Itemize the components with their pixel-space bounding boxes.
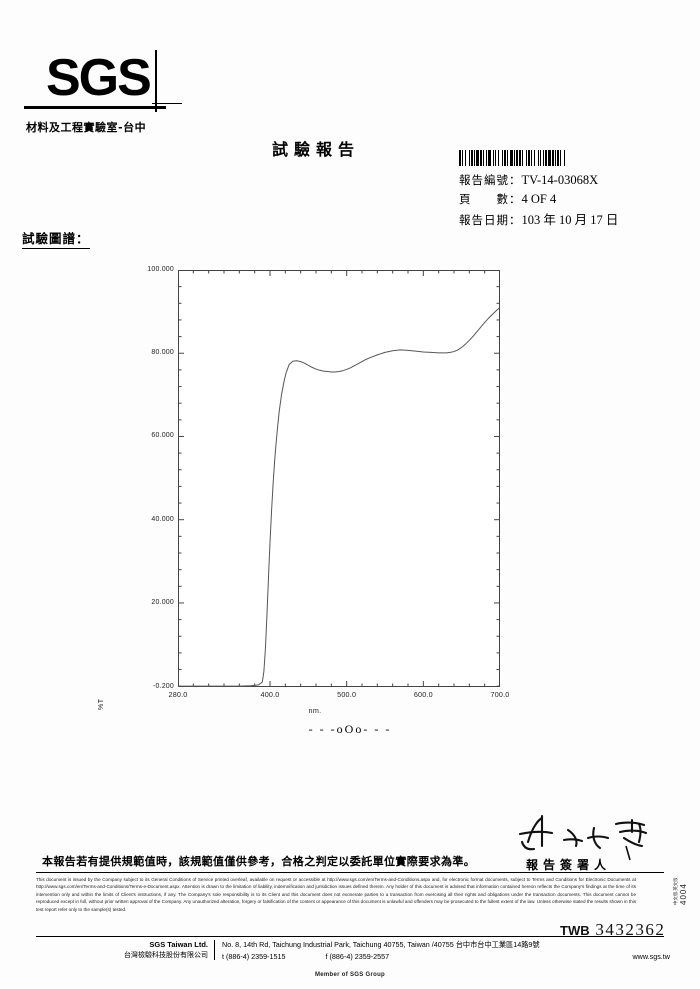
page-count-value: 4 OF 4 bbox=[521, 191, 557, 206]
document-title: 試驗報告 bbox=[272, 140, 361, 159]
address-block: SGS Taiwan Ltd. 台灣檢驗科技股份有限公司 No. 8, 14th… bbox=[100, 940, 670, 961]
report-number-label: 報告編號： bbox=[459, 173, 522, 187]
side-edge-code-small: 中文版.英文版 bbox=[673, 877, 678, 905]
end-of-report-mark: - - -oOo- - - bbox=[308, 722, 392, 736]
address-details: No. 8, 14th Rd, Taichung Industrial Park… bbox=[215, 940, 670, 961]
legal-fineprint: This document is issued by the Company s… bbox=[36, 877, 636, 912]
spectrum-section-label: 試驗圖譜： bbox=[22, 228, 90, 249]
y-axis-tick-label: 20.000 bbox=[151, 598, 174, 606]
footer-statement: 本報告若有提供規範值時，該規範值僅供參考，合格之判定以委託單位實際要求為準。 bbox=[42, 855, 476, 868]
page-count-row: 頁 數：4 OF 4 bbox=[459, 191, 689, 207]
side-edge-code: 4004 bbox=[679, 883, 688, 905]
logo-vertical-rule bbox=[155, 50, 157, 112]
member-note: Member of SGS Group bbox=[314, 972, 386, 978]
serial-prefix: TWB bbox=[560, 923, 590, 938]
report-metadata: 報告編號：TV-14-03068X 頁 數：4 OF 4 報告日期：103 年 … bbox=[459, 172, 689, 231]
footer-bottom-rule bbox=[36, 936, 664, 937]
report-date-label: 報告日期： bbox=[459, 213, 522, 227]
logo-tick-rule bbox=[152, 103, 182, 104]
y-axis-tick-label: 100.000 bbox=[147, 266, 174, 273]
x-axis-tick-label: 400.0 bbox=[260, 690, 280, 699]
laboratory-name: 材料及工程實驗室-台中 bbox=[26, 121, 147, 134]
y-axis-tick-label: 40.000 bbox=[151, 515, 174, 523]
spectrum-svg bbox=[178, 270, 500, 687]
signature-block: 報告簽署人 bbox=[508, 812, 668, 874]
footer-top-rule bbox=[36, 872, 664, 873]
page-count-label: 頁 數： bbox=[459, 191, 522, 206]
logo-underline bbox=[24, 106, 166, 109]
company-name-en: SGS Taiwan Ltd. bbox=[149, 940, 208, 949]
x-axis-tick-label: 700.0 bbox=[490, 690, 510, 699]
company-names: SGS Taiwan Ltd. 台灣檢驗科技股份有限公司 bbox=[100, 940, 215, 960]
company-name-zh: 台灣檢驗科技股份有限公司 bbox=[124, 951, 208, 959]
barcode bbox=[459, 150, 677, 166]
plot-area bbox=[178, 270, 500, 687]
sgs-logo: SGS bbox=[46, 49, 152, 107]
signature-label: 報告簽署人 bbox=[526, 858, 612, 872]
y-axis-tick-label: -0.200 bbox=[152, 683, 174, 690]
report-number-value: TV-14-03068X bbox=[521, 173, 599, 187]
y-axis-tick-label: 60.000 bbox=[151, 432, 174, 440]
x-axis-tick-label: 600.0 bbox=[413, 690, 433, 699]
telephone: t (886-4) 2359-1515 bbox=[222, 952, 286, 961]
report-number-row: 報告編號：TV-14-03068X bbox=[459, 172, 689, 188]
y-axis-tick-label: 80.000 bbox=[151, 349, 174, 357]
x-axis-title: nm. bbox=[308, 706, 322, 715]
spectrum-chart: %T nm. 100.000 80.000 60.000 40.000 20.000 -0… bbox=[98, 258, 530, 715]
serial-number: 3432362 bbox=[595, 920, 666, 939]
x-axis-tick-label: 500.0 bbox=[337, 690, 357, 699]
website-link[interactable]: www.sgs.tw bbox=[632, 952, 670, 961]
document-serial: TWB 3432362 bbox=[560, 920, 665, 940]
address-line: No. 8, 14th Rd, Taichung Industrial Park… bbox=[222, 940, 540, 949]
handwritten-signature-icon bbox=[518, 814, 648, 861]
report-date-value: 103 年 10 月 17 日 bbox=[521, 213, 619, 227]
report-date-row: 報告日期：103 年 10 月 17 日 bbox=[459, 209, 689, 228]
x-axis-tick-label: 280.0 bbox=[168, 690, 188, 699]
fax: f (886-4) 2359-2557 bbox=[325, 952, 390, 961]
